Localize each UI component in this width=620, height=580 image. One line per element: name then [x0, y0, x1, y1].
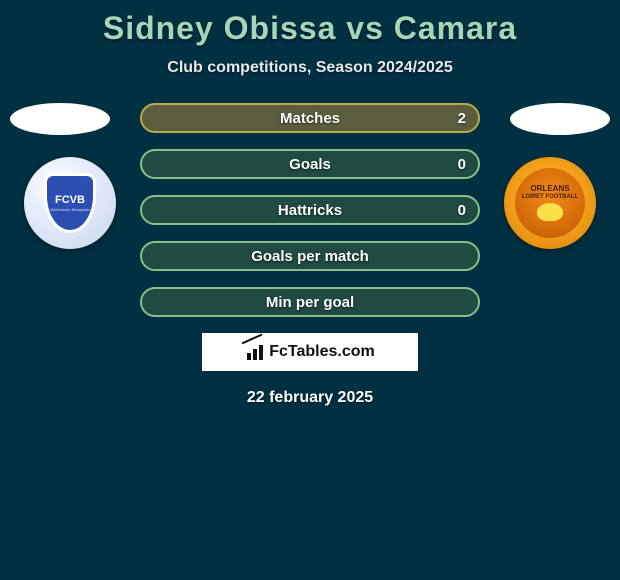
club-crest-icon: ORLEANS LOIRET FOOTBALL	[515, 168, 585, 238]
right-badge-top: ORLEANS	[530, 185, 569, 193]
bar-goals-per-match: Goals per match	[140, 241, 480, 271]
page-title: Sidney Obissa vs Camara	[0, 0, 620, 47]
bar-goals-label: Goals	[289, 156, 331, 173]
bar-hattricks-label: Hattricks	[278, 202, 342, 219]
watermark: FcTables.com	[202, 333, 418, 371]
left-badge-subtext: Villefranche Beaujolais	[50, 208, 90, 212]
stat-bars: Matches 2 Goals 0 Hattricks 0 Goals per …	[140, 103, 480, 317]
bar-matches-right: 2	[458, 110, 466, 127]
left-team-badge: FCVB Villefranche Beaujolais	[24, 157, 116, 249]
bar-hattricks: Hattricks 0	[140, 195, 480, 225]
bar-chart-icon	[245, 344, 265, 360]
right-player-marker	[510, 103, 610, 135]
bar-gpm-label: Goals per match	[251, 248, 369, 265]
bar-goals: Goals 0	[140, 149, 480, 179]
right-team-badge: ORLEANS LOIRET FOOTBALL	[504, 157, 596, 249]
left-badge-text: FCVB	[55, 195, 85, 206]
right-badge-sub: LOIRET FOOTBALL	[522, 194, 578, 200]
date-label: 22 february 2025	[0, 389, 620, 407]
mascot-icon	[537, 203, 563, 221]
bar-matches: Matches 2	[140, 103, 480, 133]
bar-min-per-goal: Min per goal	[140, 287, 480, 317]
comparison-panel: FCVB Villefranche Beaujolais ORLEANS LOI…	[0, 103, 620, 407]
bar-matches-label: Matches	[280, 110, 340, 127]
page-subtitle: Club competitions, Season 2024/2025	[0, 59, 620, 77]
left-player-marker	[10, 103, 110, 135]
bar-goals-right: 0	[458, 156, 466, 173]
shield-icon: FCVB Villefranche Beaujolais	[44, 173, 96, 233]
watermark-text: FcTables.com	[269, 343, 375, 361]
bar-mpg-label: Min per goal	[266, 294, 354, 311]
bar-hattricks-right: 0	[458, 202, 466, 219]
